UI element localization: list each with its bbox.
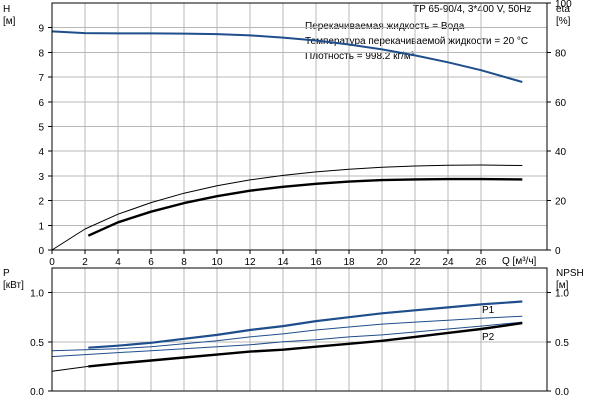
bottom-left-axis-label-line2: [кВт] xyxy=(3,280,24,291)
x-tick-label: 0 xyxy=(49,257,55,268)
y-left-tick-label: 0 xyxy=(38,246,44,257)
bottom-right-axis-label-line1: NPSH xyxy=(556,268,584,279)
x-tick-label: 14 xyxy=(277,257,289,268)
bottom-series-line-1 xyxy=(51,315,523,352)
npsh-tick-label: 1.0 xyxy=(555,289,569,300)
bottom-left-axis-label-line1: P xyxy=(3,268,10,279)
x-tick-label: 26 xyxy=(475,257,487,268)
x-tick-label: 20 xyxy=(376,257,388,268)
y-right-tick-label: 0 xyxy=(555,246,561,257)
series-label-p1: P1 xyxy=(482,305,495,316)
x-tick-label: 10 xyxy=(211,257,223,268)
y-right-tick-label: 100 xyxy=(555,0,572,10)
x-tick-label: 16 xyxy=(310,257,322,268)
series-label-p2: P2 xyxy=(482,332,495,343)
x-tick-label: 22 xyxy=(409,257,421,268)
y-left-tick-label: 1 xyxy=(38,221,44,232)
x-tick-label: 12 xyxy=(244,257,256,268)
top-series-line-2 xyxy=(87,177,523,237)
y-right-tick-label: 60 xyxy=(555,98,567,109)
y-left-tick-label: 2 xyxy=(38,197,44,208)
npsh-tick-label: 0.0 xyxy=(555,387,569,398)
x-tick-label: 2 xyxy=(82,257,88,268)
x-tick-label: 6 xyxy=(148,257,154,268)
top-series xyxy=(51,30,523,251)
y-left-tick-label: 9 xyxy=(38,24,44,35)
x-tick-label: 24 xyxy=(442,257,454,268)
bottom-ticks: 0.0 0.5 1.0 0.0 0.5 1.0 xyxy=(30,289,569,398)
bottom-series-line-4 xyxy=(88,321,523,368)
top-right-axis-label-line1: eta xyxy=(556,4,570,15)
info-liquid: Перекачиваемая жидкость = Вода xyxy=(305,21,465,32)
x-tick-label: 4 xyxy=(115,257,121,268)
y-left-tick-label: 7 xyxy=(38,73,44,84)
p-tick-label: 0.5 xyxy=(30,338,44,349)
y-right-tick-label: 20 xyxy=(555,197,567,208)
top-right-axis-label-line2: [%] xyxy=(556,16,571,27)
bottom-series xyxy=(51,300,523,372)
y-right-tick-label: 80 xyxy=(555,48,567,59)
bottom-series-line-2 xyxy=(51,321,523,358)
x-tick-label: 18 xyxy=(343,257,355,268)
y-left-tick-label: 5 xyxy=(38,123,44,134)
top-series-line-0 xyxy=(51,30,523,83)
y-left-tick-label: 4 xyxy=(38,147,44,158)
x-tick-label: 8 xyxy=(181,257,187,268)
info-density: Плотность = 998.2 кг/м³ xyxy=(305,51,415,62)
bottom-series-line-0 xyxy=(88,300,523,349)
top-plot-frame xyxy=(51,2,548,251)
bottom-series-line-3 xyxy=(51,365,89,372)
top-series-line-1 xyxy=(51,164,523,251)
top-left-axis-label-line2: [м] xyxy=(3,16,16,27)
bottom-right-axis-label-line2: [м] xyxy=(556,280,569,291)
p-tick-label: 1.0 xyxy=(30,289,44,300)
y-left-tick-label: 3 xyxy=(38,172,44,183)
info-temperature: Температура перекачиваемой жидкости = 20… xyxy=(305,36,528,47)
npsh-tick-label: 0.5 xyxy=(555,338,569,349)
y-left-tick-label: 8 xyxy=(38,48,44,59)
p-tick-label: 0.0 xyxy=(30,387,44,398)
y-right-tick-label: 40 xyxy=(555,147,567,158)
y-left-tick-label: 6 xyxy=(38,98,44,109)
top-ticks: 0 2 4 6 8 10 12 14 16 18 20 22 24 2601234567890204060… xyxy=(38,0,572,268)
x-axis-label: Q [м³/ч] xyxy=(502,256,537,267)
bottom-plot-frame xyxy=(51,267,548,392)
pump-title: TP 65-90/4, 3*400 V, 50Hz xyxy=(413,4,531,15)
top-left-axis-label-line1: H xyxy=(3,4,10,15)
top-grid xyxy=(52,3,547,250)
